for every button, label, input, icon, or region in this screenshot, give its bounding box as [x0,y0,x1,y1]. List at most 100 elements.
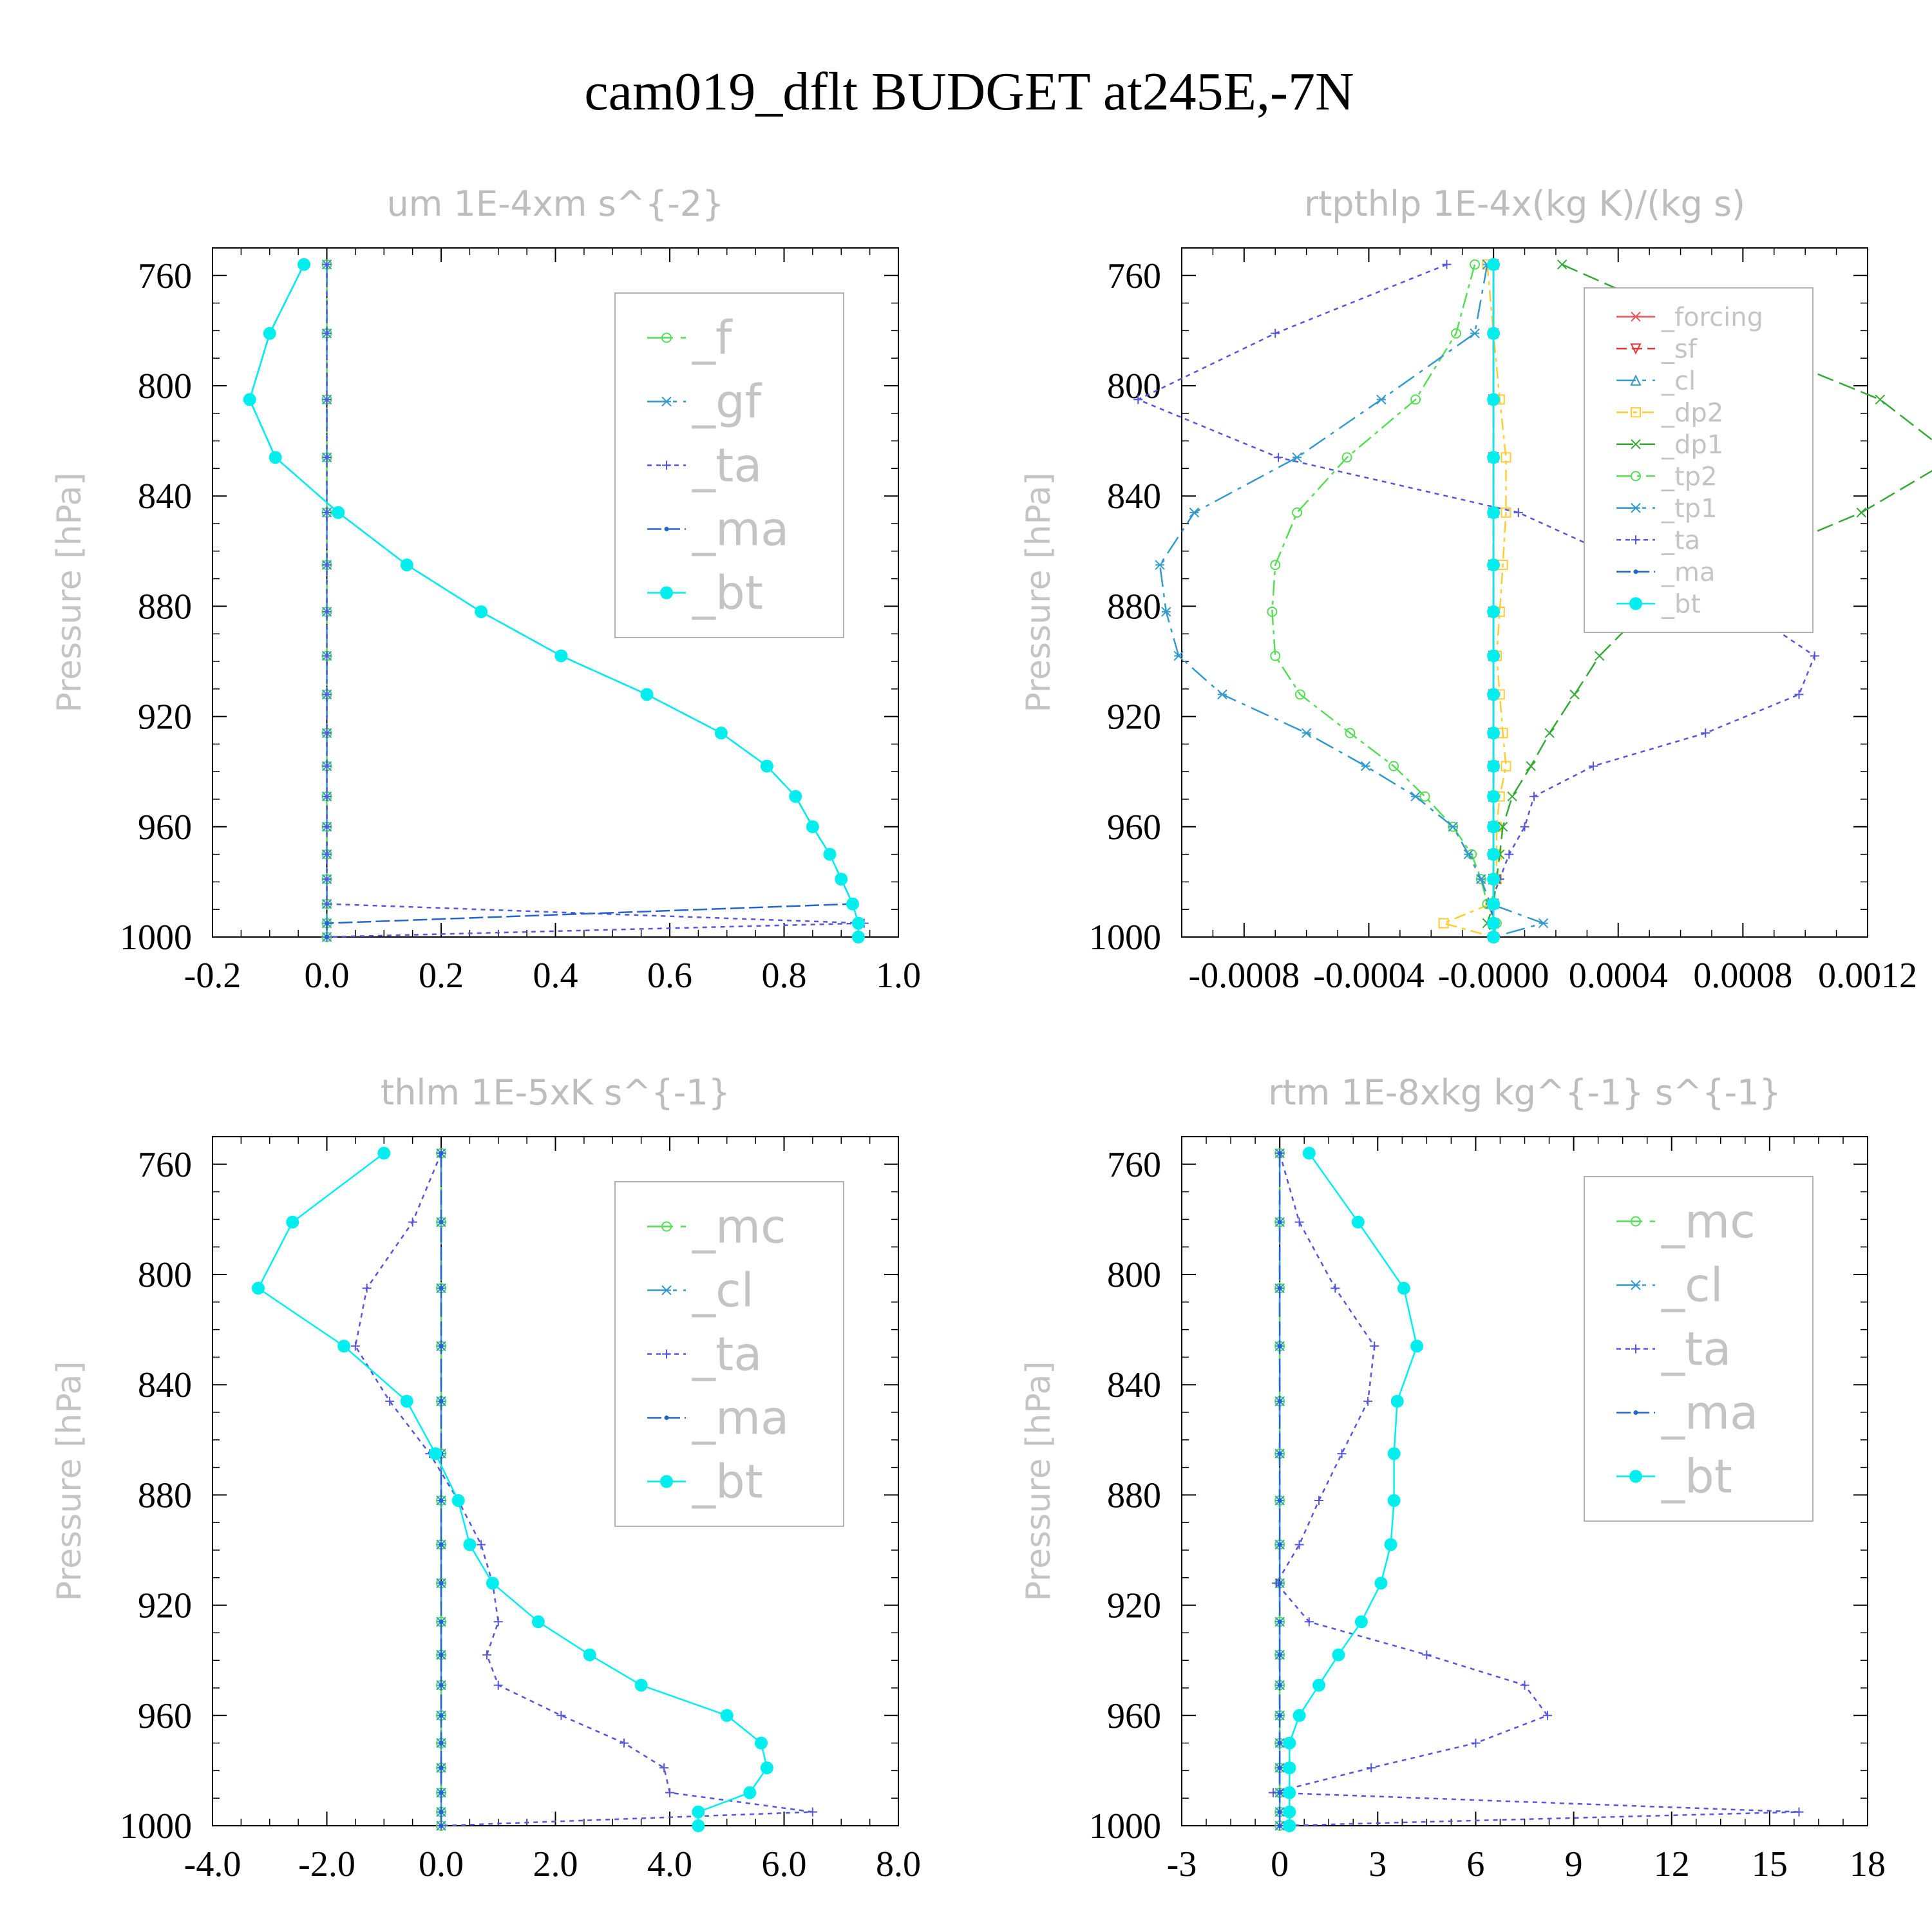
data-point [1422,1650,1432,1660]
x-tick-label: -0.0004 [1313,956,1425,996]
data-point [789,790,802,803]
data-point [1487,873,1501,886]
legend-marker [1633,1410,1638,1415]
data-point [1513,507,1523,517]
data-point [322,260,332,269]
y-tick-label: 1000 [120,918,192,958]
series-line [1441,264,1507,938]
data-point [1487,897,1501,911]
x-tick-label: 8.0 [876,1844,921,1884]
series-ma [1277,1151,1282,1828]
legend-label: _bt [1661,1450,1732,1504]
data-point [322,791,332,801]
y-tick-label: 880 [138,587,192,627]
legend-marker [1631,1344,1640,1354]
y-tick-label: 960 [1107,808,1161,848]
legend-marker [1629,597,1642,611]
data-point [1277,1713,1282,1718]
y-tick-label: 880 [1107,587,1161,627]
legend-label: _tp1 [1661,494,1718,524]
data-point [322,761,332,771]
x-tick-label: 12 [1654,1844,1690,1884]
x-tick-label: 0.0 [419,1844,464,1884]
data-point [1217,689,1227,700]
data-point [1304,1617,1314,1627]
data-point [482,1650,491,1660]
data-point [1470,328,1480,339]
y-tick-label: 840 [1107,477,1161,516]
legend-marker [1630,374,1642,386]
data-point [400,1394,413,1408]
data-point [439,1683,444,1688]
data-point [665,1788,674,1797]
x-tick-label: -0.0000 [1438,956,1549,996]
data-point [322,507,332,517]
y-axis-label: Pressure [hPa] [50,473,89,713]
data-point [1476,874,1486,884]
data-point [1856,507,1867,518]
data-point [1487,790,1501,803]
data-point [1463,849,1474,860]
data-point [851,916,865,930]
data-point [1269,1788,1278,1797]
data-point [1501,452,1511,463]
x-tick-label: 0.6 [647,956,692,996]
legend: _mc _cl _ta _ma _bt [614,1181,844,1527]
data-point [377,1146,391,1160]
data-point [1283,1761,1296,1775]
data-point [1277,1220,1282,1225]
y-tick-label: 840 [138,477,192,516]
data-point [692,1805,705,1819]
data-point [1341,452,1352,463]
data-point [1497,822,1508,832]
legend-marker [661,396,672,407]
data-point [1283,1819,1296,1832]
data-point [1487,506,1501,519]
legend-box [1584,1176,1814,1522]
y-tick-label: 760 [138,1145,192,1185]
data-point [554,649,568,663]
data-point [1283,1805,1296,1819]
data-point [1487,649,1501,663]
data-point [322,651,332,661]
legend-label: _ma [692,502,789,556]
data-point [1292,452,1302,462]
data-point [1530,791,1539,801]
legend-label: _ma [692,1391,789,1445]
data-point [835,873,848,886]
data-point [325,934,329,940]
data-point [634,1678,648,1692]
data-point [322,822,332,831]
data-point [322,849,332,859]
data-point [659,1763,669,1773]
legend-label: _ma [1661,1386,1758,1440]
legend-marker [1631,471,1641,482]
y-axis-label: Pressure [hPa] [1019,1361,1058,1602]
data-point [1363,1396,1373,1406]
data-point [298,258,310,271]
data-point [531,1615,545,1629]
panel-2: rtpthlp 1E-4x(kg K)/(kg s) Pressure [hPa]… [1019,184,1932,996]
data-point [1504,849,1514,859]
data-point [322,728,332,738]
data-point [1470,259,1481,270]
data-point [322,328,332,338]
legend-marker [661,1285,672,1296]
data-point [1538,918,1549,929]
data-point [1487,605,1501,618]
data-point [475,605,488,618]
data-point [1589,761,1598,771]
data-point [1384,1538,1397,1551]
data-point [1293,1709,1306,1722]
panels: um 1E-4xm s^{-2} Pressure [hPa] -0.2 0.0 0.2… [50,184,1932,1884]
panel-1: um 1E-4xm s^{-2} Pressure [hPa] -0.2 0.0 0.2… [50,184,921,996]
panel-4: rtm 1E-8xkg kg^{-1} s^{-1} Pressure [hPa]… [1019,1072,1886,1884]
data-point [1277,1151,1282,1156]
data-point [1501,761,1511,772]
data-point [408,1217,417,1227]
data-point [1487,327,1501,340]
x-tick-label: 0 [1271,1844,1289,1884]
y-tick-label: 960 [1107,1696,1161,1736]
legend-marker [1631,407,1641,418]
data-point [1294,1217,1304,1227]
